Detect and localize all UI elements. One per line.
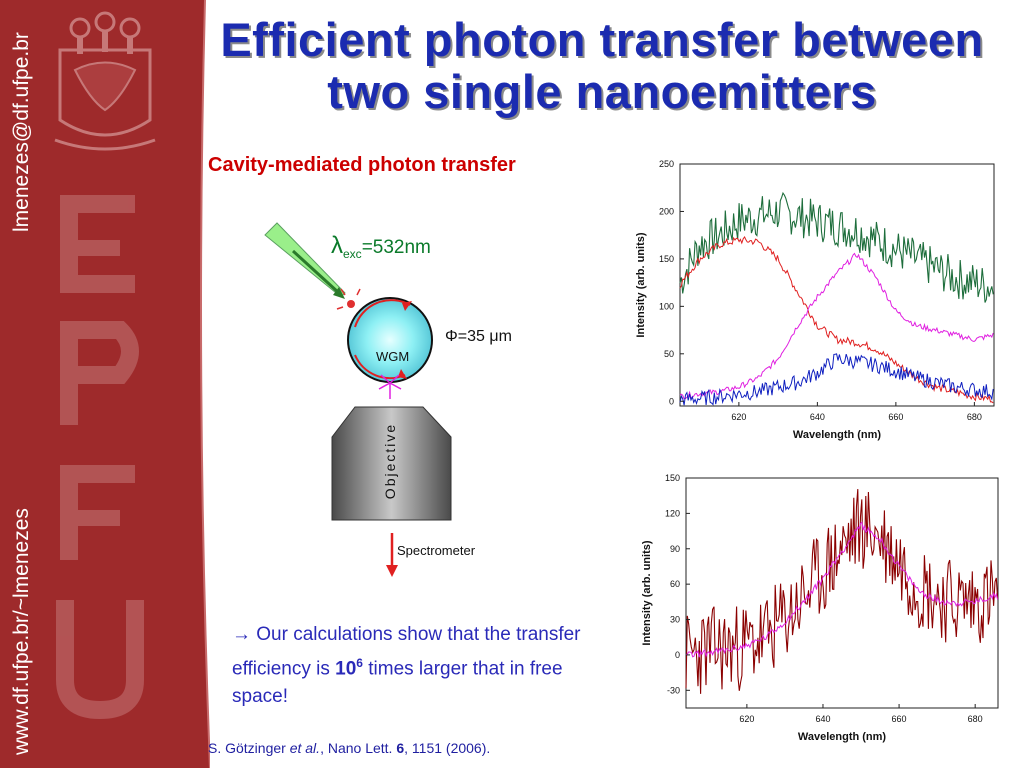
ufpe-watermark <box>56 195 144 720</box>
reference-citation: S. Götzinger et al., Nano Lett. 6, 1151 … <box>208 740 491 756</box>
university-seal-icon <box>54 11 156 151</box>
y-tick-label: 0 <box>669 396 674 406</box>
x-tick-label: 660 <box>888 412 903 422</box>
setup-diagram: WGM λexc=532nm Φ=35 μm Objective Spectro… <box>264 222 512 577</box>
x-axis-label: Wavelength (nm) <box>798 731 887 743</box>
y-tick-label: 250 <box>659 159 674 169</box>
y-tick-label: 30 <box>670 615 680 625</box>
series-line-1 <box>679 236 994 404</box>
emitter-icon <box>336 288 361 310</box>
x-tick-label: 680 <box>967 412 982 422</box>
sidebar-email: lmenezes@df.ufpe.br <box>10 32 33 232</box>
lambda-label: λexc=532nm <box>331 232 431 261</box>
y-tick-label: 100 <box>659 301 674 311</box>
x-tick-label: 640 <box>815 714 830 724</box>
y-tick-label: 0 <box>675 650 680 660</box>
y-tick-label: 150 <box>659 254 674 264</box>
sidebar-url: www.df.ufpe.br/~lmenezes <box>10 508 33 755</box>
x-tick-label: 620 <box>739 714 754 724</box>
y-tick-label: 120 <box>665 508 680 518</box>
sidebar: lmenezes@df.ufpe.br www.df.ufpe.br/~lmen… <box>0 0 211 769</box>
wgm-arrow-icon <box>354 299 411 328</box>
spectrometer-label: Spectrometer <box>397 543 476 558</box>
y-tick-label: 200 <box>659 206 674 216</box>
x-axis-label: Wavelength (nm) <box>793 429 882 441</box>
wgm-label: WGM <box>376 349 409 364</box>
microsphere <box>347 297 433 383</box>
y-tick-label: 50 <box>664 349 674 359</box>
y-tick-label: 150 <box>665 473 680 483</box>
right-arrow-icon: → <box>232 624 251 645</box>
x-tick-label: 620 <box>731 412 746 422</box>
conclusion-text: → Our calculations show that the transfe… <box>232 624 581 708</box>
x-tick-label: 640 <box>810 412 825 422</box>
series-line-0 <box>685 489 999 694</box>
series-line-0 <box>679 191 994 303</box>
sidebar-background <box>0 0 211 769</box>
subtitle: Cavity-mediated photon transfer <box>208 154 516 176</box>
objective-lens <box>331 406 452 521</box>
series-line-1 <box>685 521 999 659</box>
slide-title: Efficient photon transfer between two si… <box>180 14 1024 118</box>
y-axis-label: Intensity (arb. units) <box>641 540 653 645</box>
title-line-1: Efficient photon transfer between <box>220 13 984 66</box>
spectra-chart-top: 620 640 660 680 0 50 100 150 200 250 Wavelength (n… <box>635 159 995 441</box>
objective-label: Objective <box>382 423 398 499</box>
laser-beam-icon <box>264 222 346 299</box>
diameter-label: Φ=35 μm <box>445 328 512 345</box>
x-tick-label: 680 <box>968 714 983 724</box>
title-line-2: two single nanoemitters <box>327 65 877 118</box>
series-line-3 <box>679 353 994 406</box>
y-axis-label: Intensity (arb. units) <box>635 232 647 337</box>
x-tick-label: 660 <box>892 714 907 724</box>
plot-area <box>679 163 995 407</box>
second-emitter-icon <box>378 374 402 399</box>
y-tick-label: 60 <box>670 579 680 589</box>
spectra-chart-bottom: 620 640 660 680 -30 0 30 60 90 120 150 Wavelength (… <box>641 473 999 743</box>
series-line-2 <box>679 252 994 400</box>
y-tick-label: -30 <box>667 685 680 695</box>
y-tick-label: 90 <box>670 544 680 554</box>
